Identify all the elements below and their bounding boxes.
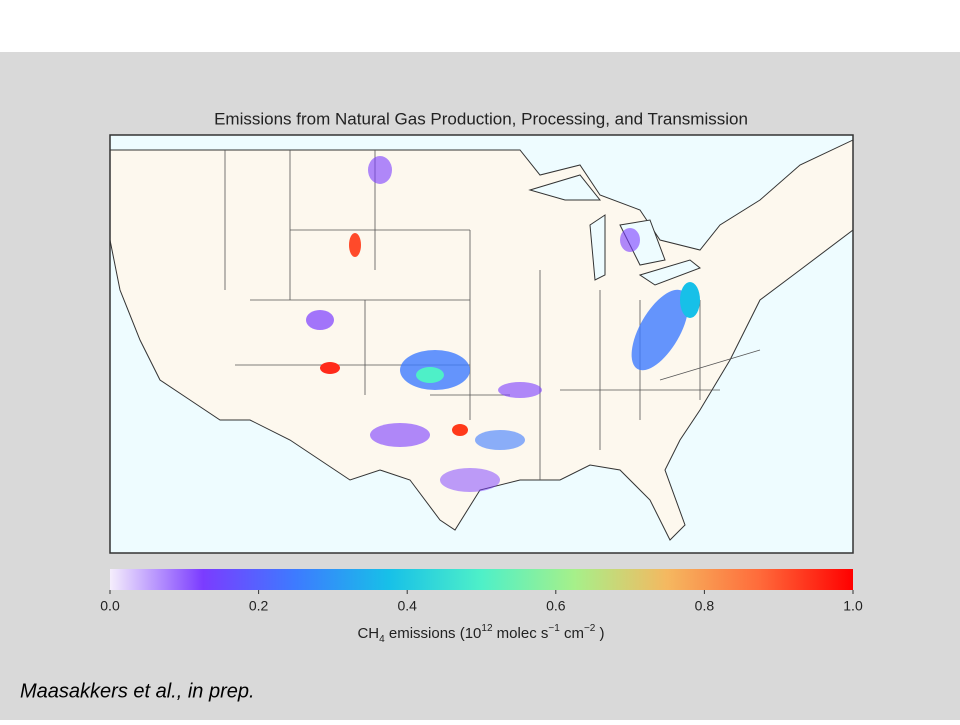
colorbar-tick-label: 0.8 [695,598,715,614]
colorbar-label: CH4 emissions (1012 molec s−1 cm−2 ) [357,623,604,645]
colorbar-label-part: ) [595,625,604,642]
great-lakes [528,174,701,286]
colorbar-tick-label: 0.2 [249,598,269,614]
colorbar-label-part: 4 [379,634,385,645]
land [110,139,853,541]
colorbar-tick-label: 0.6 [546,598,566,614]
colorbar-label-part: −1 [548,623,560,634]
map-title: Emissions from Natural Gas Production, P… [214,109,748,128]
colorbar-tick-label: 1.0 [843,598,863,614]
map [110,135,853,553]
colorbar-label-part: CH [357,625,379,642]
colorbar-label-part: emissions (10 [385,625,482,642]
colorbar-label-part: cm [560,625,584,642]
colorbar-label-part: molec s [493,625,549,642]
colorbar-tick-label: 0.0 [100,598,120,614]
colorbar-label-part: 12 [481,623,493,634]
colorbar: 0.0 0.2 0.4 0.6 0.8 1.0 CH4 emissions (1012 mo… [100,569,863,645]
map-frame [109,134,854,554]
colorbar-tick-label: 0.4 [397,598,417,614]
colorbar-gradient [110,569,853,590]
colorbar-label-part: −2 [584,623,596,634]
citation: Maasakkers et al., in prep. [20,680,255,702]
emission-blobs [306,156,700,492]
